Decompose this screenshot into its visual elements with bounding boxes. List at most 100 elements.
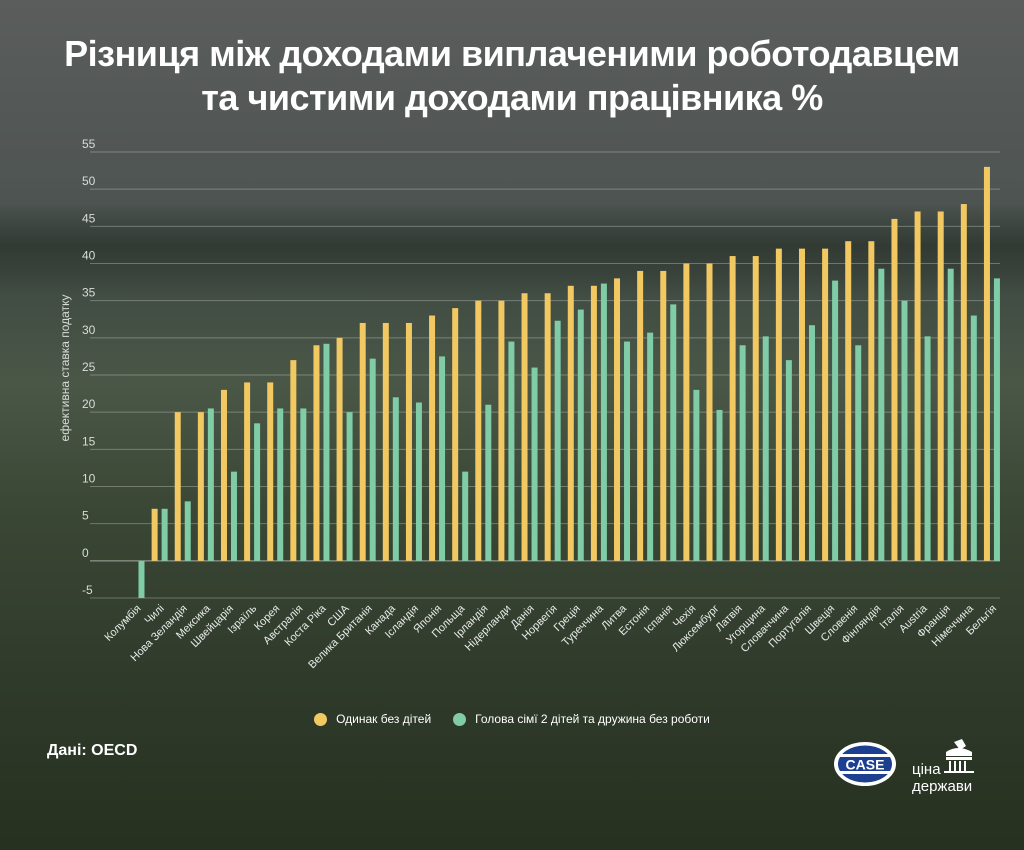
bar-series-1 (475, 300, 482, 561)
legend-item-series-1: Одинак без дітей (314, 712, 431, 726)
y-tick-label: 30 (82, 323, 96, 337)
y-tick-label: 25 (82, 360, 96, 374)
chart-title: Різниця між доходами виплаченими роботод… (0, 32, 1024, 120)
bar-series-1 (891, 218, 898, 561)
bar-series-1 (752, 256, 759, 561)
bar-series-2 (138, 560, 145, 598)
bar-series-1 (775, 248, 782, 561)
bar-series-1 (267, 382, 274, 561)
bar-series-1 (822, 248, 829, 561)
y-tick-label: 0 (82, 546, 89, 560)
bar-series-1 (521, 293, 528, 561)
bar-series-1 (336, 337, 343, 561)
title-line-2: та чистими доходами працівника % (201, 77, 823, 118)
bar-series-1 (660, 270, 667, 561)
bar-series-2 (970, 315, 977, 561)
bar-series-1 (590, 285, 597, 561)
bar-series-1 (244, 382, 251, 561)
legend-label-series-2: Голова сімї 2 дітей та дружина без робот… (475, 712, 710, 726)
bar-series-1 (498, 300, 505, 561)
title-line-1: Різниця між доходами виплаченими роботод… (64, 33, 960, 74)
bar-series-2 (716, 409, 723, 561)
bar-series-2 (439, 356, 446, 561)
bar-series-1 (313, 345, 320, 561)
legend-label-series-1: Одинак без дітей (336, 712, 432, 726)
bar-series-2 (832, 280, 839, 561)
bar-series-2 (624, 341, 631, 561)
bar-series-2 (392, 397, 399, 561)
y-tick-label: 50 (82, 174, 96, 188)
bar-series-2 (600, 283, 607, 561)
bar-series-1 (567, 285, 574, 561)
bar-series-1 (614, 278, 621, 561)
bar-series-1 (868, 241, 875, 561)
x-tick-label: Колумбія (102, 603, 143, 644)
tsina-logo-line-1: ціна (912, 761, 941, 778)
bar-series-2 (462, 471, 469, 561)
bar-series-2 (531, 367, 538, 561)
y-tick-label: 55 (82, 137, 96, 151)
y-tick-label: 10 (82, 472, 96, 486)
bar-series-2 (323, 343, 330, 561)
y-tick-label: 15 (82, 434, 96, 448)
bar-series-1 (845, 241, 852, 561)
bar-series-1 (290, 360, 297, 561)
legend-item-series-2: Голова сімї 2 дітей та дружина без робот… (453, 712, 710, 726)
bar-series-1 (429, 315, 436, 561)
bar-series-1 (151, 508, 158, 561)
bar-series-2 (901, 300, 908, 561)
bar-series-2 (554, 320, 561, 561)
bar-series-2 (924, 336, 931, 561)
chart-legend: Одинак без дітей Голова сімї 2 дітей та … (0, 712, 1024, 726)
y-tick-label: 40 (82, 249, 96, 263)
bar-series-2 (878, 268, 885, 561)
bar-series-2 (993, 278, 1000, 561)
bar-series-1 (683, 263, 690, 561)
bar-series-2 (369, 358, 376, 561)
bar-series-1 (914, 211, 921, 561)
bar-series-2 (161, 508, 168, 561)
bar-series-1 (382, 322, 389, 561)
bar-series-2 (415, 402, 422, 561)
bar-series-2 (346, 412, 353, 561)
bar-series-2 (947, 268, 954, 561)
y-tick-label: 5 (82, 509, 89, 523)
y-axis-label: ефективна ставка податку (58, 295, 72, 442)
bar-series-2 (577, 309, 584, 561)
bar-series-2 (254, 423, 261, 561)
chart-bars (138, 166, 1000, 598)
y-tick-label: 45 (82, 211, 96, 225)
bar-series-2 (670, 304, 677, 561)
bar-series-2 (485, 404, 492, 561)
bar-series-2 (230, 471, 237, 561)
bar-series-1 (637, 270, 644, 561)
bar-series-2 (647, 332, 654, 561)
bar-series-1 (960, 204, 967, 561)
legend-swatch-series-2 (453, 712, 467, 726)
bar-series-2 (184, 501, 191, 561)
y-tick-label: 35 (82, 286, 96, 300)
bar-series-2 (277, 408, 284, 561)
bar-series-2 (739, 345, 746, 561)
tsina-derzhavy-logo: ціна держави (912, 739, 974, 794)
case-logo-text: CASE (846, 757, 885, 773)
bar-series-1 (197, 412, 204, 561)
bar-series-2 (785, 360, 792, 561)
bar-series-1 (798, 248, 805, 561)
bar-series-1 (706, 263, 713, 561)
legend-swatch-series-1 (314, 712, 328, 726)
bar-series-2 (762, 336, 769, 561)
bar-series-2 (808, 325, 815, 561)
y-tick-label: -5 (82, 583, 93, 597)
bar-series-2 (693, 389, 700, 561)
bar-series-1 (452, 308, 459, 561)
chart-grid: -5 0 5 10 15 20 25 30 35 40 45 50 55 (82, 137, 1000, 599)
bar-series-2 (855, 345, 862, 561)
bar-series-1 (983, 166, 990, 561)
bar-series-1 (405, 322, 412, 561)
bar-series-1 (544, 293, 551, 561)
bar-series-2 (207, 408, 214, 561)
